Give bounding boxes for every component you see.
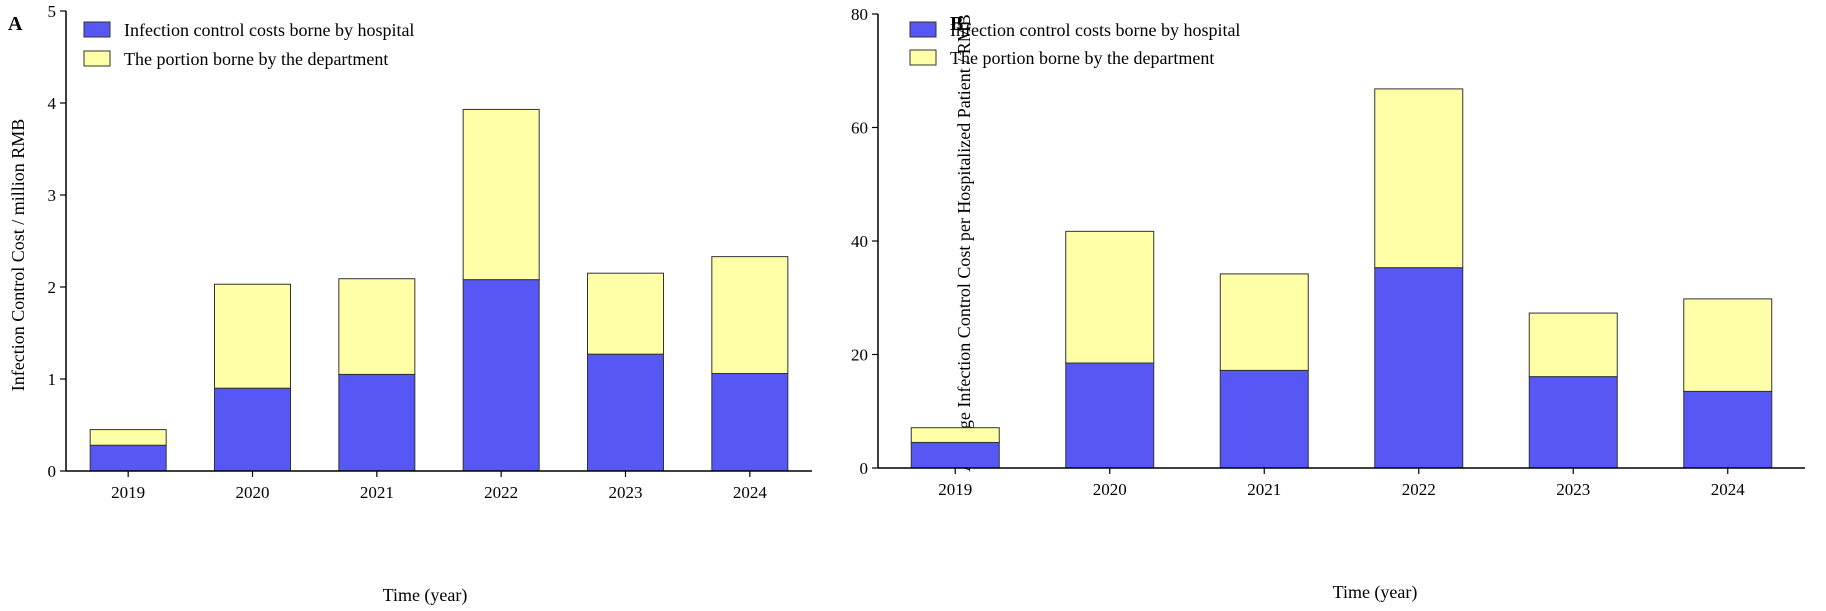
y-tick-label: 20	[851, 346, 868, 365]
bar-hospital-2020	[1065, 362, 1155, 469]
bar-hospital-2023	[1528, 376, 1618, 469]
bar-department-2023	[587, 272, 664, 355]
panel-a-axes	[65, 11, 812, 472]
bar-department-2022	[462, 108, 540, 281]
bar-department-2024	[711, 256, 789, 374]
x-tick-label: 2019	[111, 483, 145, 502]
panel-b-chart: B Average Infection Control Cost per Hos…	[851, 5, 1805, 603]
panel-b-y-axis-label: Average Infection Control Cost per Hospi…	[954, 14, 974, 472]
y-tick-label: 60	[851, 119, 868, 138]
legend-swatch-department	[909, 49, 937, 66]
bar-department-2019	[89, 429, 167, 446]
legend-label-department: The portion borne by the department	[950, 48, 1214, 68]
panel-a-legend: Infection control costs borne by hospita…	[83, 20, 414, 69]
bar-hospital-2020	[214, 387, 291, 472]
bar-department-2019	[910, 427, 1000, 443]
y-tick-label: 80	[851, 5, 868, 24]
panel-b-ticks: 2019 2020 2021 2022 2023 2024 0 20 40 60 80	[851, 5, 1745, 499]
panel-b-x-axis-label: Time (year)	[1333, 582, 1418, 603]
x-tick-label: 2024	[733, 483, 768, 502]
bar-hospital-2022	[1374, 267, 1464, 469]
x-tick-label: 2021	[1247, 480, 1281, 499]
x-tick-label: 2023	[1556, 480, 1590, 499]
panel-b-letter: B	[950, 13, 963, 35]
x-tick-label: 2022	[1402, 480, 1436, 499]
legend-label-hospital: Infection control costs borne by hospita…	[124, 20, 414, 40]
y-tick-label: 3	[48, 186, 57, 205]
legend-swatch-hospital	[83, 21, 111, 38]
x-tick-label: 2019	[938, 480, 972, 499]
x-tick-label: 2021	[360, 483, 394, 502]
y-tick-label: 0	[48, 462, 57, 481]
y-tick-label: 1	[48, 370, 57, 389]
bar-hospital-2021	[1219, 369, 1309, 469]
x-tick-label: 2020	[236, 483, 270, 502]
bar-hospital-2021	[338, 373, 416, 472]
y-tick-label: 4	[48, 94, 57, 113]
bar-department-2023	[1528, 312, 1618, 378]
bar-hospital-2023	[587, 353, 664, 472]
bar-department-2021	[1219, 273, 1309, 371]
panel-b-legend: Infection control costs borne by hospita…	[909, 20, 1240, 68]
x-tick-label: 2024	[1711, 480, 1746, 499]
panel-a-x-axis-label: Time (year)	[383, 585, 468, 606]
x-tick-label: 2020	[1093, 480, 1127, 499]
panel-a-y-axis-label: Infection Control Cost / million RMB	[8, 119, 28, 392]
legend-swatch-hospital	[909, 21, 937, 38]
bar-hospital-2019	[910, 441, 1000, 469]
y-tick-label: 2	[48, 278, 57, 297]
x-tick-label: 2023	[609, 483, 643, 502]
y-tick-label: 5	[48, 2, 57, 21]
panel-a-chart: A Infection Control Cost / million RMB T…	[8, 2, 812, 606]
x-tick-label: 2022	[484, 483, 518, 502]
panel-a-letter: A	[8, 13, 23, 35]
legend-swatch-department	[83, 50, 111, 67]
bar-hospital-2024	[1683, 390, 1773, 469]
bar-hospital-2022	[462, 279, 540, 472]
bar-department-2020	[1065, 230, 1155, 364]
bar-department-2024	[1683, 298, 1773, 392]
legend-label-department: The portion borne by the department	[124, 49, 388, 69]
y-tick-label: 0	[860, 459, 869, 478]
bar-department-2022	[1374, 88, 1464, 269]
y-tick-label: 40	[851, 232, 868, 251]
panel-a-ticks: 2019 2020 2021 2022 2023 2024 0 1 2 3 4 5	[48, 2, 768, 502]
bar-hospital-2024	[711, 372, 789, 472]
legend-label-hospital: Infection control costs borne by hospita…	[950, 20, 1240, 40]
panel-a-bars	[89, 108, 789, 472]
panel-b-axes	[877, 14, 1805, 469]
panel-b-bars	[910, 88, 1773, 469]
bar-department-2021	[338, 278, 416, 375]
bar-department-2020	[214, 283, 291, 389]
bar-hospital-2019	[89, 444, 167, 472]
